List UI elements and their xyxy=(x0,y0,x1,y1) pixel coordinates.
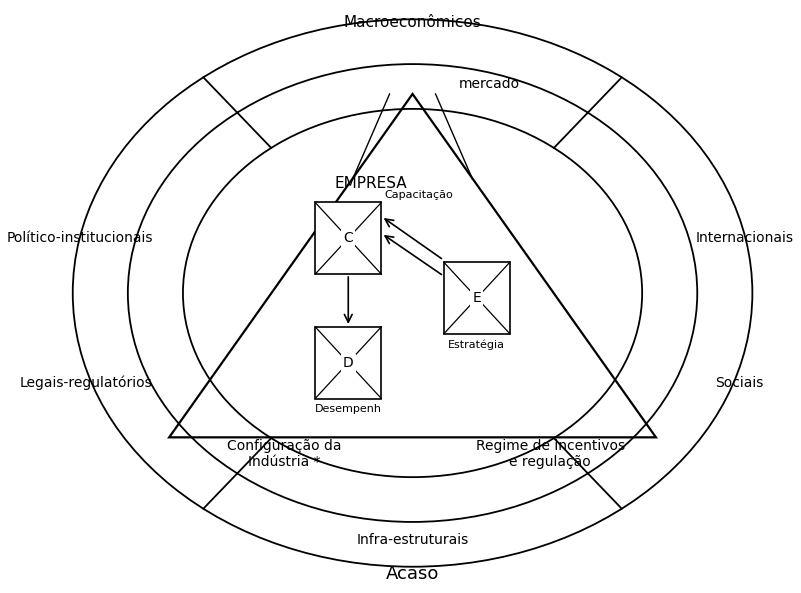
Text: Legais-regulatórios: Legais-regulatórios xyxy=(19,375,152,390)
Bar xyxy=(444,262,510,334)
Bar xyxy=(316,202,381,274)
Text: mercado: mercado xyxy=(458,77,520,91)
Text: Desempenh: Desempenh xyxy=(315,404,382,415)
Text: EMPRESA: EMPRESA xyxy=(335,176,408,191)
Text: Capacitação: Capacitação xyxy=(384,190,453,200)
Bar xyxy=(316,327,381,398)
Text: E: E xyxy=(473,291,481,305)
Text: Acaso: Acaso xyxy=(386,565,439,583)
Text: D: D xyxy=(343,356,353,369)
Text: Estratégia: Estratégia xyxy=(449,340,505,350)
Text: Político-institucionais: Político-institucionais xyxy=(7,231,153,246)
Text: Internacionais: Internacionais xyxy=(696,231,794,246)
Text: Infra-estruturais: Infra-estruturais xyxy=(356,533,469,547)
Text: Regime de incentivos
e regulação: Regime de incentivos e regulação xyxy=(476,439,625,469)
Text: Sociais: Sociais xyxy=(715,375,763,390)
Text: Configuração da
Indústria *: Configuração da Indústria * xyxy=(227,439,341,469)
Text: Macroeconômicos: Macroeconômicos xyxy=(344,15,481,30)
Text: C: C xyxy=(344,231,353,246)
